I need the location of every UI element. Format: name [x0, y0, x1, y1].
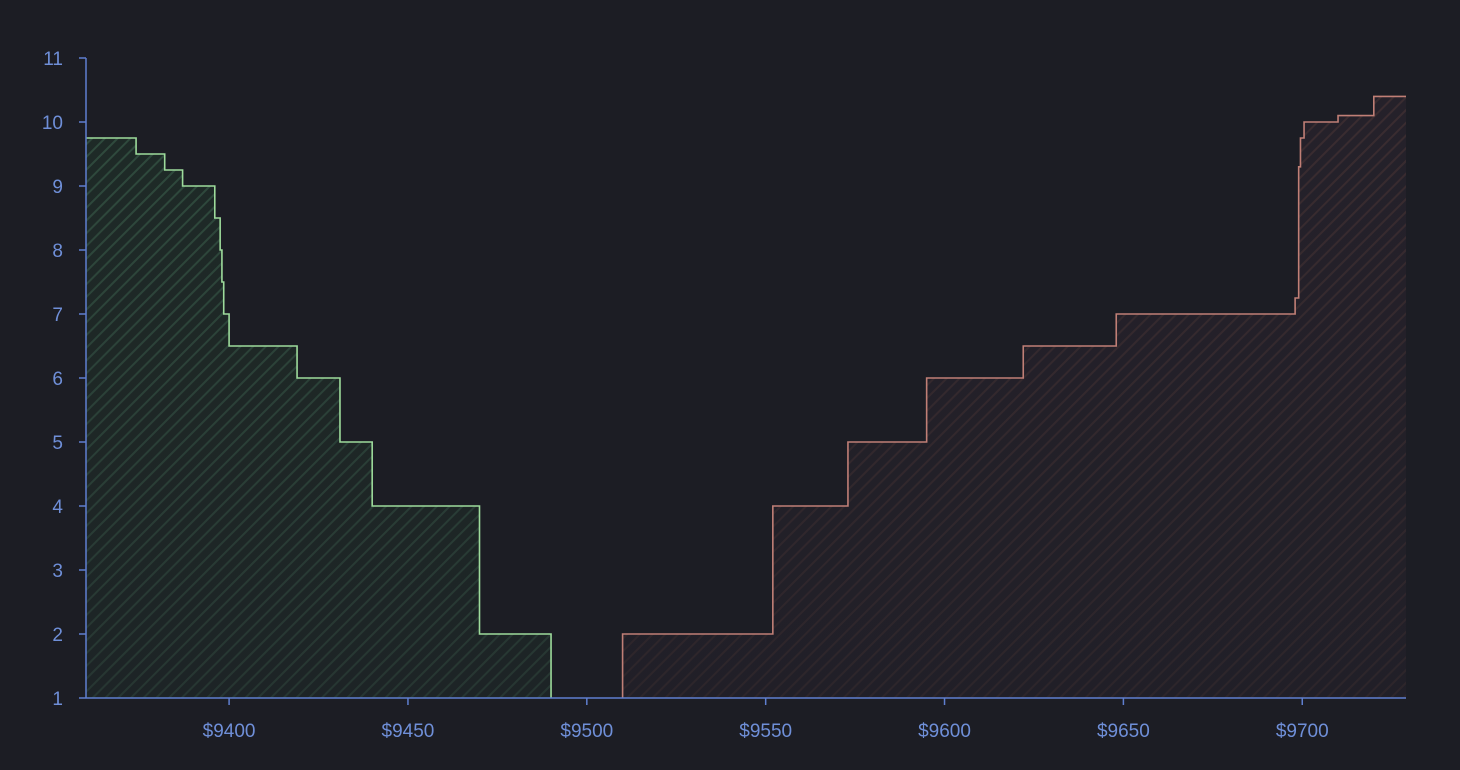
y-axis-ticks: 1 2 3 4 5 6 7 8 9 10 11: [42, 49, 86, 710]
y-tick-label: 10: [42, 113, 63, 134]
y-tick-label: 5: [52, 433, 63, 454]
x-tick-label: $9600: [918, 721, 971, 742]
y-tick-label: 7: [52, 305, 63, 326]
y-tick-label: 2: [52, 625, 63, 646]
y-tick-label: 4: [52, 497, 63, 518]
y-tick-label: 3: [52, 561, 63, 582]
y-tick-label: 8: [52, 241, 63, 262]
x-tick-label: $9400: [203, 721, 256, 742]
y-tick-label: 9: [52, 177, 63, 198]
x-tick-label: $9450: [382, 721, 435, 742]
x-tick-label: $9650: [1097, 721, 1150, 742]
x-tick-label: $9700: [1276, 721, 1329, 742]
y-tick-label: 1: [52, 689, 63, 710]
asks-line: [621, 95, 1406, 698]
bids-area-fade: [86, 138, 552, 698]
x-tick-label: $9500: [560, 721, 613, 742]
bids-line: [86, 137, 552, 698]
series-areas: [86, 96, 1406, 698]
y-tick-label: 6: [52, 369, 63, 390]
asks-area-fade: [622, 96, 1406, 698]
x-tick-label: $9550: [739, 721, 792, 742]
series-lines: [86, 95, 1406, 698]
x-axis-ticks: $9400 $9450 $9500 $9550 $9600 $9650 $9700: [203, 698, 1329, 742]
y-tick-label: 11: [43, 49, 63, 70]
